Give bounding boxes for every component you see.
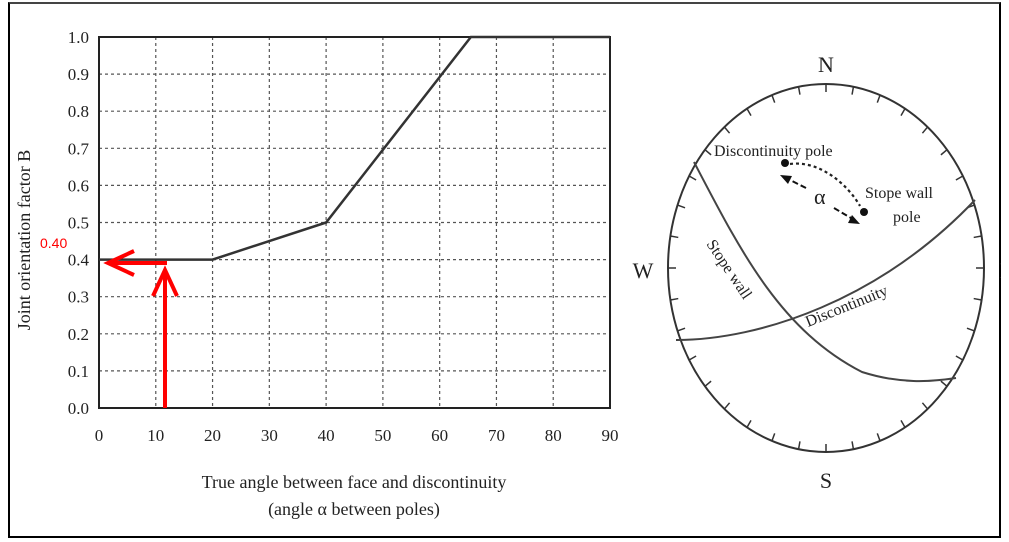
stereonet-tick (670, 297, 679, 301)
discontinuity-pole-dot (781, 159, 789, 167)
discontinuity-pole-label: Discontinuity pole (714, 143, 833, 160)
y-tick-label: 0.5 (68, 214, 89, 233)
x-tick-label: 20 (204, 426, 221, 445)
discontinuity-great-circle (675, 199, 976, 341)
y-tick-label: 0.3 (68, 288, 89, 307)
series (99, 35, 610, 261)
stereonet-circle (667, 83, 985, 453)
stereonet-tick (966, 327, 975, 332)
grid (99, 37, 610, 408)
stereonet-tick (704, 149, 712, 156)
x-tick-label: 60 (431, 426, 448, 445)
stereonet-tick (797, 86, 801, 95)
stereonet-ticks (668, 84, 984, 452)
alpha-label: α (814, 184, 826, 209)
stereonet-tick (973, 297, 982, 301)
stope-wall-pole-dot (860, 208, 868, 216)
stereonet-tick (746, 108, 752, 116)
y-tick-labels: 0.0 0.1 0.2 0.3 0.4 0.5 0.6 0.7 0.8 0.9 1.0 (68, 28, 90, 418)
x-tick-label: 70 (488, 426, 505, 445)
x-tick-label: 80 (545, 426, 562, 445)
reading-annotation: 0.40 (40, 235, 179, 408)
joint-orientation-chart: 0 10 20 30 40 50 60 70 80 90 0.00.10.20.30.40.50.… (14, 28, 619, 520)
x-tick-label: 30 (261, 426, 278, 445)
y-tick-label: 0.4 (68, 251, 90, 270)
y-tick-label: 0.2 (68, 325, 89, 344)
north-label: N (818, 52, 834, 77)
x-tick-label: 50 (374, 426, 391, 445)
annotation-vertical-arrowhead (151, 265, 179, 297)
x-tick-label: 10 (147, 426, 164, 445)
annotation-value-label: 0.40 (40, 235, 67, 251)
series-line (99, 35, 610, 261)
figure-frame (8, 2, 1001, 538)
plot-frame (98, 36, 611, 409)
stereonet-tick (746, 420, 752, 428)
stereonet-tick (876, 433, 881, 442)
y-tick-label: 0.7 (68, 139, 90, 158)
y-tick-label: 0.9 (68, 65, 89, 84)
stope-wall-pole-label-line1: Stope wall (865, 185, 934, 202)
stereonet-tick (851, 86, 855, 95)
stereonet-tick (876, 94, 881, 103)
stereonet-tick (688, 175, 697, 181)
y-axis-label: Joint orientation factor B (14, 150, 34, 330)
west-label: W (633, 258, 654, 283)
stereonet-tick (955, 175, 964, 181)
stereonet-tick (900, 420, 906, 428)
stereonet-tick (771, 94, 776, 103)
stereonet-tick (677, 204, 686, 209)
alpha-arrowhead-right (848, 215, 860, 224)
y-tick-label: 0.0 (68, 399, 89, 418)
stereonet-tick (900, 108, 906, 116)
south-label: S (820, 468, 832, 493)
x-tick-labels: 0 10 20 30 40 50 60 70 80 90 (95, 426, 619, 445)
y-tick-label: 0.1 (68, 362, 89, 381)
stope-wall-pole-label-line2: pole (893, 209, 921, 226)
stereonet-tick (670, 235, 679, 239)
stereonet-tick (704, 380, 712, 387)
east-label: E (999, 258, 1009, 283)
stereonet-tick (940, 380, 948, 387)
stereonet-diagram: N S W E Discontinuity pole Stope wall po… (633, 52, 1009, 493)
x-tick-label: 90 (602, 426, 619, 445)
y-tick-label: 1.0 (68, 28, 89, 47)
x-tick-label: 0 (95, 426, 104, 445)
stereonet-tick (688, 355, 697, 361)
alpha-arrowhead-left (780, 175, 792, 184)
stereonet-tick (921, 126, 929, 134)
x-axis-label-line2: (angle α between poles) (268, 499, 440, 520)
stereonet-tick (771, 433, 776, 442)
annotation-horizontal-arrowhead (103, 249, 135, 277)
stope-wall-label: Stope wall (703, 237, 755, 303)
stereonet-tick (851, 441, 855, 450)
x-axis-label-line1: True angle between face and discontinuit… (202, 472, 507, 492)
y-tick-label: 0.8 (68, 102, 89, 121)
stope-wall-great-circle (693, 161, 957, 383)
stereonet-tick (955, 355, 964, 361)
pole-connector-dotted (789, 162, 861, 207)
y-tick-label: 0.6 (68, 176, 89, 195)
discontinuity-label: Discontinuity (803, 282, 890, 330)
stereonet-tick (723, 126, 731, 134)
stereonet-tick (973, 235, 982, 239)
stereonet-tick (921, 402, 929, 410)
stereonet-tick (797, 441, 801, 450)
stereonet-tick (723, 402, 731, 410)
x-tick-label: 40 (318, 426, 335, 445)
stereonet-tick (677, 327, 686, 332)
stereonet-tick (940, 149, 948, 156)
